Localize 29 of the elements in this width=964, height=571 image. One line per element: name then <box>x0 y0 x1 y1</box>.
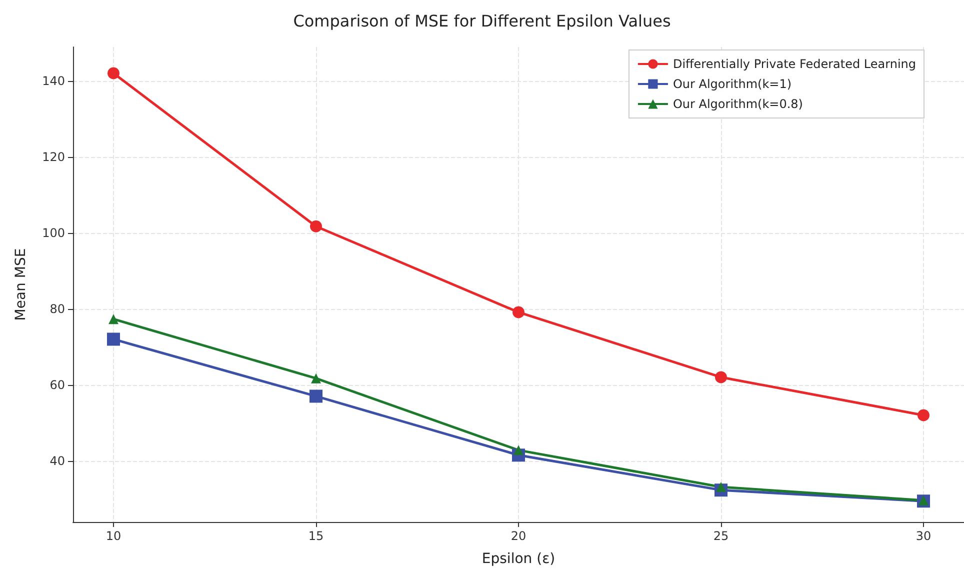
point <box>715 371 727 384</box>
point <box>716 482 726 492</box>
x-axis-title: Epsilon (ε) <box>482 551 556 567</box>
point <box>107 332 120 346</box>
point <box>310 220 322 232</box>
point <box>512 306 524 318</box>
point <box>918 409 930 422</box>
x-tick-label: 30 <box>916 529 932 543</box>
legend-label: Differentially Private Federated Learning <box>672 57 916 71</box>
point <box>311 373 321 384</box>
point <box>108 67 120 80</box>
chart-title: Comparison of MSE for Different Epsilon Values <box>293 12 671 30</box>
y-axis-title: Mean MSE <box>13 248 29 321</box>
x-tick-label: 15 <box>308 529 324 543</box>
y-tick-label: 80 <box>50 302 65 316</box>
y-tick-label: 60 <box>50 378 65 392</box>
x-tick-label: 20 <box>510 529 526 543</box>
y-tick-label: 120 <box>42 150 65 164</box>
legend-label: Our Algorithm(k=0.8) <box>672 97 803 111</box>
point <box>918 495 928 506</box>
x-tick-label: 10 <box>106 529 122 543</box>
y-tick-label: 140 <box>42 74 65 88</box>
y-tick-label: 100 <box>42 226 65 240</box>
y-tick-label: 40 <box>50 454 65 468</box>
x-tick-label: 25 <box>713 529 729 543</box>
legend-label: Our Algorithm(k=1) <box>672 77 792 91</box>
point <box>310 390 322 403</box>
point <box>108 314 118 324</box>
point <box>514 445 524 456</box>
